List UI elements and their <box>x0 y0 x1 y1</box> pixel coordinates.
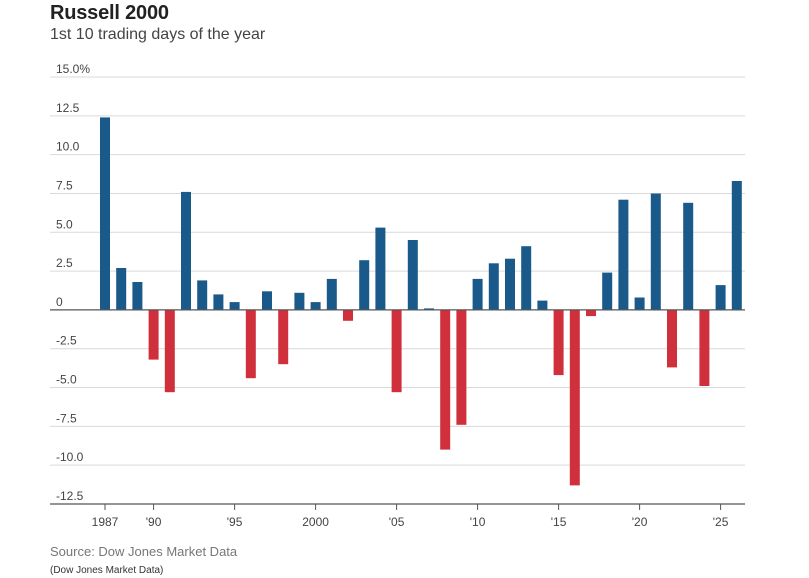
bar-2004 <box>375 227 386 310</box>
bar-1988 <box>116 268 127 310</box>
bar-2007 <box>424 308 434 310</box>
y-tick-label: 12.5 <box>56 101 80 115</box>
chart-note: (Dow Jones Market Data) <box>50 565 164 576</box>
x-tick-label: '25 <box>713 515 729 529</box>
bar-2020 <box>634 297 645 310</box>
bar-2025 <box>715 285 726 310</box>
bar-2013 <box>521 246 532 310</box>
chart-title: Russell 2000 <box>50 2 169 24</box>
y-tick-label: -12.5 <box>56 489 84 503</box>
bar-2023 <box>683 202 694 310</box>
bar-2001 <box>326 278 337 310</box>
x-tick-label: '05 <box>389 515 405 529</box>
x-tick-label: '10 <box>470 515 486 529</box>
bar-2017 <box>586 309 596 317</box>
chart-subtitle: 1st 10 trading days of the year <box>50 26 266 43</box>
y-tick-label: -2.5 <box>56 334 77 348</box>
x-tick-label: 2000 <box>302 515 329 529</box>
bar-2015 <box>553 309 564 376</box>
bar-2003 <box>359 260 370 310</box>
x-tick-label: 1987 <box>92 515 119 529</box>
y-tick-label: 10.0 <box>56 140 80 154</box>
bar-2018 <box>602 272 613 310</box>
bar-2009 <box>456 309 467 425</box>
y-tick-label: 15.0% <box>56 62 90 76</box>
bar-2011 <box>488 263 499 310</box>
bar-2019 <box>618 199 629 310</box>
bar-2000 <box>310 302 321 310</box>
bar-2006 <box>407 240 418 310</box>
bar-1996 <box>245 309 256 379</box>
x-tick-label: '95 <box>227 515 243 529</box>
bar-1994 <box>213 294 224 310</box>
y-tick-label: -5.0 <box>56 373 77 387</box>
y-tick-label: 0 <box>56 295 63 309</box>
bar-1991 <box>164 309 175 393</box>
x-tick-label: '90 <box>146 515 162 529</box>
bar-1987 <box>100 117 110 310</box>
y-tick-label: 7.5 <box>56 178 73 192</box>
bar-2016 <box>569 309 580 486</box>
bar-1989 <box>132 282 143 310</box>
y-axis-tick-labels: 15.0% 12.5 10.0 7.5 5.0 2.5 0 -2.5 -5.0 -7.5 -10.0… <box>56 62 90 503</box>
bar-1995 <box>229 302 240 310</box>
bar-2021 <box>650 193 661 310</box>
bar-1993 <box>197 280 208 310</box>
x-tick-label: '20 <box>632 515 648 529</box>
bar-1992 <box>181 191 191 310</box>
bar-2026 <box>731 181 742 310</box>
bar-2008 <box>440 309 451 450</box>
bar-chart-plot: 15.0% 12.5 10.0 7.5 5.0 2.5 0 -2.5 -5.0 -7.5 -10.0… <box>50 62 745 529</box>
bar-2014 <box>537 300 548 310</box>
bar-1998 <box>278 309 289 365</box>
y-tick-label: -10.0 <box>56 450 84 464</box>
bars <box>100 117 742 486</box>
bar-2022 <box>667 309 677 368</box>
y-tick-label: 2.5 <box>56 256 73 270</box>
y-tick-label: 5.0 <box>56 217 73 231</box>
bar-2024 <box>699 309 710 386</box>
x-axis: 1987 '90 '95 2000 '05 '10 '15 '20 '25 <box>50 503 745 529</box>
bar-1990 <box>148 309 159 360</box>
bar-2010 <box>472 278 483 310</box>
grid-lines <box>50 76 745 505</box>
chart-source: Source: Dow Jones Market Data <box>50 544 238 559</box>
bar-2012 <box>505 258 515 310</box>
bar-1997 <box>262 291 272 310</box>
y-tick-label: -7.5 <box>56 411 77 425</box>
bar-1999 <box>294 292 305 310</box>
bar-2002 <box>343 309 353 321</box>
bar-2005 <box>391 309 402 393</box>
x-tick-label: '15 <box>551 515 567 529</box>
